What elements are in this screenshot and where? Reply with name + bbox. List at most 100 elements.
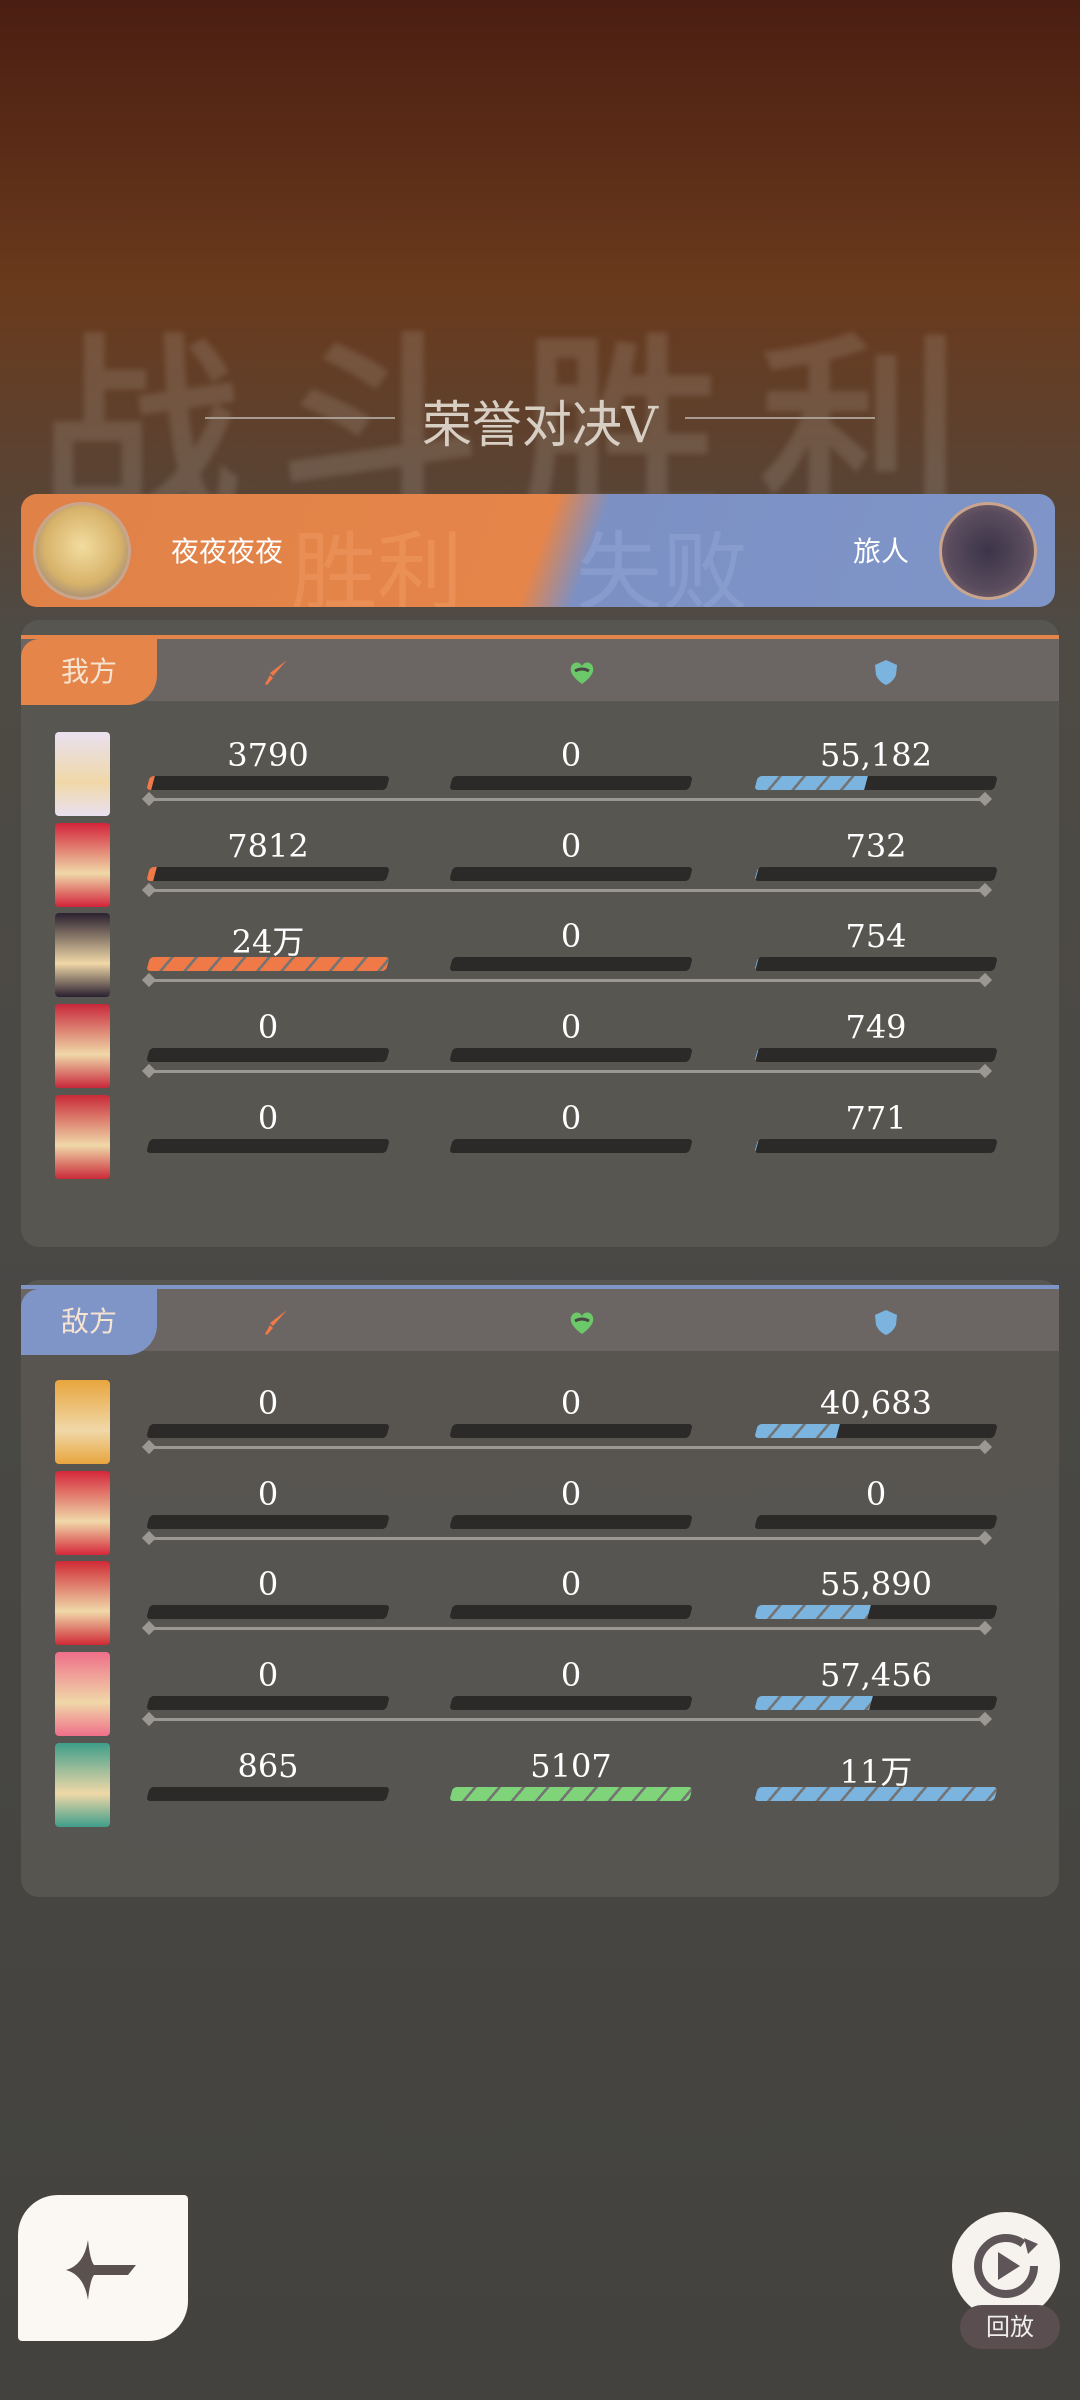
damage-bar-fill bbox=[146, 1786, 150, 1801]
damage-bar bbox=[146, 957, 390, 972]
tank-bar bbox=[754, 1696, 998, 1711]
damage-value: 24万 bbox=[231, 923, 305, 962]
damage-value: 7812 bbox=[227, 826, 309, 865]
damage-value: 0 bbox=[257, 1565, 279, 1604]
heal-bar-fill bbox=[449, 1138, 453, 1153]
tank-bar-fill bbox=[754, 866, 760, 881]
damage-bar-fill bbox=[146, 1696, 150, 1711]
heal-bar-fill bbox=[449, 1605, 453, 1620]
row-divider bbox=[148, 1070, 986, 1074]
heal-value: 0 bbox=[560, 1008, 582, 1047]
tank-value: 771 bbox=[845, 1098, 907, 1137]
right-player-name: 旅人 bbox=[853, 535, 910, 568]
heal-value: 0 bbox=[560, 1565, 582, 1604]
damage-bar bbox=[146, 1424, 390, 1438]
tank-value: 0 bbox=[865, 1474, 887, 1513]
heal-bar bbox=[449, 957, 693, 972]
heal-bar-fill bbox=[449, 1048, 453, 1063]
damage-value: 0 bbox=[257, 1656, 279, 1695]
tank-bar bbox=[754, 1605, 998, 1620]
tank-bar bbox=[754, 1424, 998, 1438]
tank-bar-fill bbox=[754, 1605, 871, 1620]
heal-bar bbox=[449, 1048, 693, 1063]
player-stat-row: 7812 0 732 bbox=[21, 822, 1059, 937]
tank-value: 57,456 bbox=[820, 1656, 932, 1695]
enemy-header: 敌方 bbox=[21, 1285, 1059, 1355]
tank-value: 11万 bbox=[839, 1752, 913, 1791]
player-stat-row: 3790 0 55,182 bbox=[21, 732, 1059, 846]
ally-header: 我方 bbox=[21, 635, 1059, 705]
title-left-arrow bbox=[205, 417, 395, 419]
damage-bar bbox=[146, 1786, 390, 1801]
damage-bar-fill bbox=[146, 1605, 150, 1620]
tank-value: 40,683 bbox=[820, 1384, 932, 1422]
damage-bar-fill bbox=[146, 1048, 150, 1063]
heal-bar-fill bbox=[449, 1786, 693, 1801]
ally-stats-panel: 我方 3790 0 55,182 7812 0 732 24万 0 754 0 0 749 0 0 771 bbox=[21, 620, 1059, 1247]
hero-portrait[interactable] bbox=[55, 1004, 110, 1089]
damage-value: 0 bbox=[257, 1474, 279, 1513]
damage-bar-fill bbox=[146, 957, 390, 972]
title-right-arrow bbox=[685, 417, 875, 419]
hero-portrait[interactable] bbox=[55, 1470, 110, 1555]
heal-bar-fill bbox=[449, 957, 453, 972]
heal-value: 5107 bbox=[530, 1746, 612, 1785]
heal-bar-fill bbox=[449, 1514, 453, 1529]
heal-bar bbox=[449, 1786, 693, 1801]
heal-bar-fill bbox=[449, 866, 453, 881]
heal-value: 0 bbox=[560, 736, 582, 774]
row-divider bbox=[148, 888, 986, 892]
player-stat-row: 0 0 749 bbox=[21, 1004, 1059, 1118]
damage-value: 865 bbox=[237, 1746, 299, 1785]
tank-bar bbox=[754, 1138, 998, 1153]
heal-value: 0 bbox=[560, 1384, 582, 1422]
enemy-stats-panel: 敌方 0 0 40,683 0 0 0 0 0 55,890 0 0 57,456 865 5107 11万 bbox=[21, 1280, 1059, 1897]
ally-label: 我方 bbox=[21, 639, 157, 705]
replay-icon bbox=[974, 2234, 1038, 2298]
tank-value: 754 bbox=[845, 917, 907, 956]
hero-portrait[interactable] bbox=[55, 732, 110, 816]
back-button[interactable] bbox=[18, 2195, 188, 2341]
tank-bar-fill bbox=[754, 1786, 998, 1801]
hero-portrait[interactable] bbox=[55, 1742, 110, 1827]
damage-bar-fill bbox=[146, 776, 155, 790]
player-stat-row: 24万 0 754 bbox=[21, 913, 1059, 1027]
shield-icon bbox=[875, 1310, 897, 1335]
hero-portrait[interactable] bbox=[55, 1380, 110, 1464]
heal-value: 0 bbox=[560, 1474, 582, 1513]
tank-bar-fill bbox=[754, 776, 869, 790]
defeat-text: 失败 bbox=[576, 523, 748, 607]
row-divider bbox=[148, 1627, 986, 1631]
damage-bar-fill bbox=[146, 866, 158, 881]
left-player-avatar[interactable] bbox=[33, 502, 131, 600]
damage-value: 3790 bbox=[227, 736, 309, 774]
heal-bar bbox=[449, 1424, 693, 1438]
hero-portrait[interactable] bbox=[55, 1652, 110, 1737]
victory-text: 胜利 bbox=[291, 523, 463, 607]
replay-label[interactable]: 回放 bbox=[960, 2305, 1060, 2349]
sword-icon bbox=[265, 1310, 287, 1335]
heal-bar bbox=[449, 866, 693, 881]
match-title-area: 荣誉对决Ⅴ bbox=[0, 385, 1080, 457]
heal-value: 0 bbox=[560, 917, 582, 956]
hero-portrait[interactable] bbox=[55, 913, 110, 998]
tank-bar bbox=[754, 1048, 998, 1063]
row-divider bbox=[148, 1718, 986, 1722]
hero-portrait[interactable] bbox=[55, 1561, 110, 1646]
damage-value: 0 bbox=[257, 1384, 279, 1422]
heal-bar bbox=[449, 1696, 693, 1711]
hero-portrait[interactable] bbox=[55, 822, 110, 907]
tank-value: 55,182 bbox=[820, 736, 932, 774]
damage-bar-fill bbox=[146, 1424, 150, 1438]
player-stat-row: 0 0 0 bbox=[21, 1470, 1059, 1585]
hero-portrait[interactable] bbox=[55, 1094, 110, 1179]
tank-bar-fill bbox=[754, 1696, 874, 1711]
replay-button[interactable] bbox=[952, 2212, 1060, 2320]
heal-bar-fill bbox=[449, 1424, 453, 1438]
row-divider bbox=[148, 1536, 986, 1540]
heal-bar bbox=[449, 1605, 693, 1620]
heal-value: 0 bbox=[560, 826, 582, 865]
match-title: 荣誉对决Ⅴ bbox=[421, 396, 659, 454]
damage-value: 0 bbox=[257, 1008, 279, 1047]
right-player-avatar[interactable] bbox=[939, 502, 1037, 600]
